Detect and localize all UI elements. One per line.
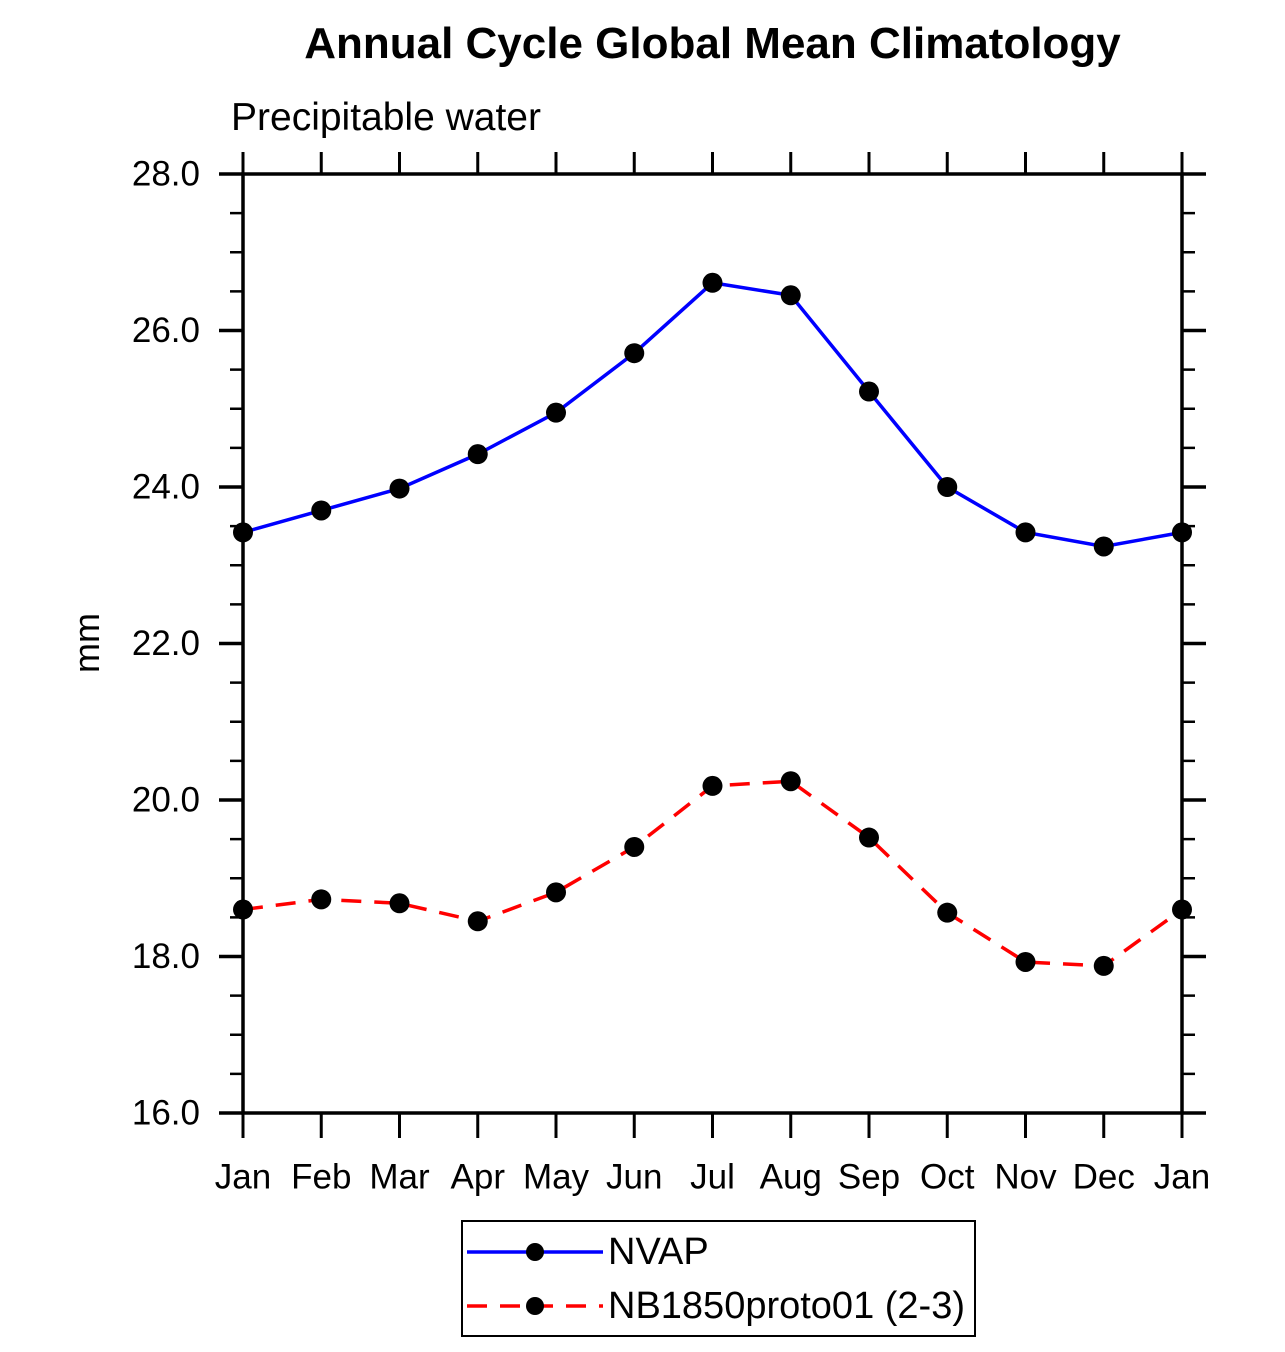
x-tick-label: Sep	[838, 1158, 900, 1197]
legend-item-nb1850proto01: NB1850proto01 (2-3)	[465, 1279, 974, 1333]
y-tick-label: 26.0	[132, 311, 200, 350]
series-1	[233, 771, 1192, 976]
x-tick-label: Jan	[1154, 1158, 1210, 1197]
x-tick-label: Oct	[920, 1158, 975, 1197]
data-point-marker	[780, 285, 801, 306]
x-axis-tick-labels: Jan Feb Mar Apr May Jun Jul Aug Sep Oct Nov Dec Jan	[215, 1158, 1210, 1197]
chart-title: Annual Cycle Global Mean Climatology	[304, 19, 1121, 68]
chart-subtitle: Precipitable water	[231, 96, 541, 139]
data-point-marker	[1093, 955, 1114, 976]
legend-sample-line-dashed	[467, 1296, 603, 1315]
legend-label-nb1850proto01: NB1850proto01 (2-3)	[608, 1284, 965, 1327]
legend-label-nvap: NVAP	[608, 1230, 709, 1273]
data-point-marker	[859, 827, 879, 848]
legend-item-nvap: NVAP	[465, 1225, 974, 1279]
data-point-marker	[546, 402, 566, 423]
legend-marker	[526, 1242, 544, 1261]
data-point-marker	[467, 911, 488, 932]
y-tick-label: 28.0	[132, 155, 200, 194]
y-tick-label: 24.0	[132, 468, 200, 507]
x-axis-ticks	[241, 152, 1184, 1138]
data-point-marker	[624, 836, 645, 857]
data-point-marker	[1172, 522, 1192, 543]
y-tick-label: 16.0	[132, 1094, 200, 1133]
series-line	[242, 280, 1183, 549]
data-point-marker	[780, 771, 801, 792]
x-tick-label: Mar	[369, 1158, 430, 1197]
series-line	[242, 779, 1184, 968]
x-tick-label: Apr	[451, 1158, 506, 1197]
x-tick-label: Aug	[760, 1158, 822, 1197]
legend: NVAP NB1850proto01 (2-3)	[461, 1220, 976, 1337]
data-point-marker	[1093, 536, 1114, 557]
y-tick-label: 18.0	[132, 937, 200, 976]
y-axis-ticks	[219, 172, 1206, 1115]
data-point-marker	[311, 889, 332, 910]
x-tick-label: Jan	[215, 1158, 271, 1197]
data-point-marker	[389, 478, 410, 499]
data-point-marker	[937, 477, 958, 497]
y-tick-label: 20.0	[132, 781, 200, 820]
data-point-marker	[702, 775, 723, 796]
data-point-marker	[1015, 522, 1036, 543]
x-tick-label: Jul	[690, 1158, 735, 1197]
legend-marker	[526, 1296, 544, 1315]
data-point-marker	[702, 272, 723, 293]
data-point-marker	[311, 500, 332, 521]
x-tick-label: Dec	[1073, 1158, 1135, 1197]
data-point-marker	[624, 343, 645, 364]
data-point-marker	[1015, 951, 1036, 972]
data-point-marker	[859, 381, 879, 402]
legend-sample-line-solid	[467, 1242, 603, 1261]
data-point-marker	[389, 893, 410, 914]
y-axis-tick-labels: 16.0 18.0 20.0 22.0 24.0 26.0 28.0	[132, 155, 200, 1133]
plot-box	[241, 172, 1184, 1115]
data-point-marker	[937, 902, 958, 923]
x-tick-label: Feb	[291, 1158, 351, 1197]
data-point-marker	[1172, 899, 1192, 920]
data-point-marker	[233, 899, 253, 920]
x-tick-label: May	[523, 1158, 590, 1197]
series-0	[233, 272, 1192, 557]
data-point-marker	[233, 522, 253, 543]
x-tick-label: Nov	[994, 1158, 1057, 1197]
x-tick-label: Jun	[606, 1158, 662, 1197]
data-point-marker	[546, 882, 566, 903]
y-tick-label: 22.0	[132, 624, 200, 663]
data-point-marker	[467, 444, 488, 465]
